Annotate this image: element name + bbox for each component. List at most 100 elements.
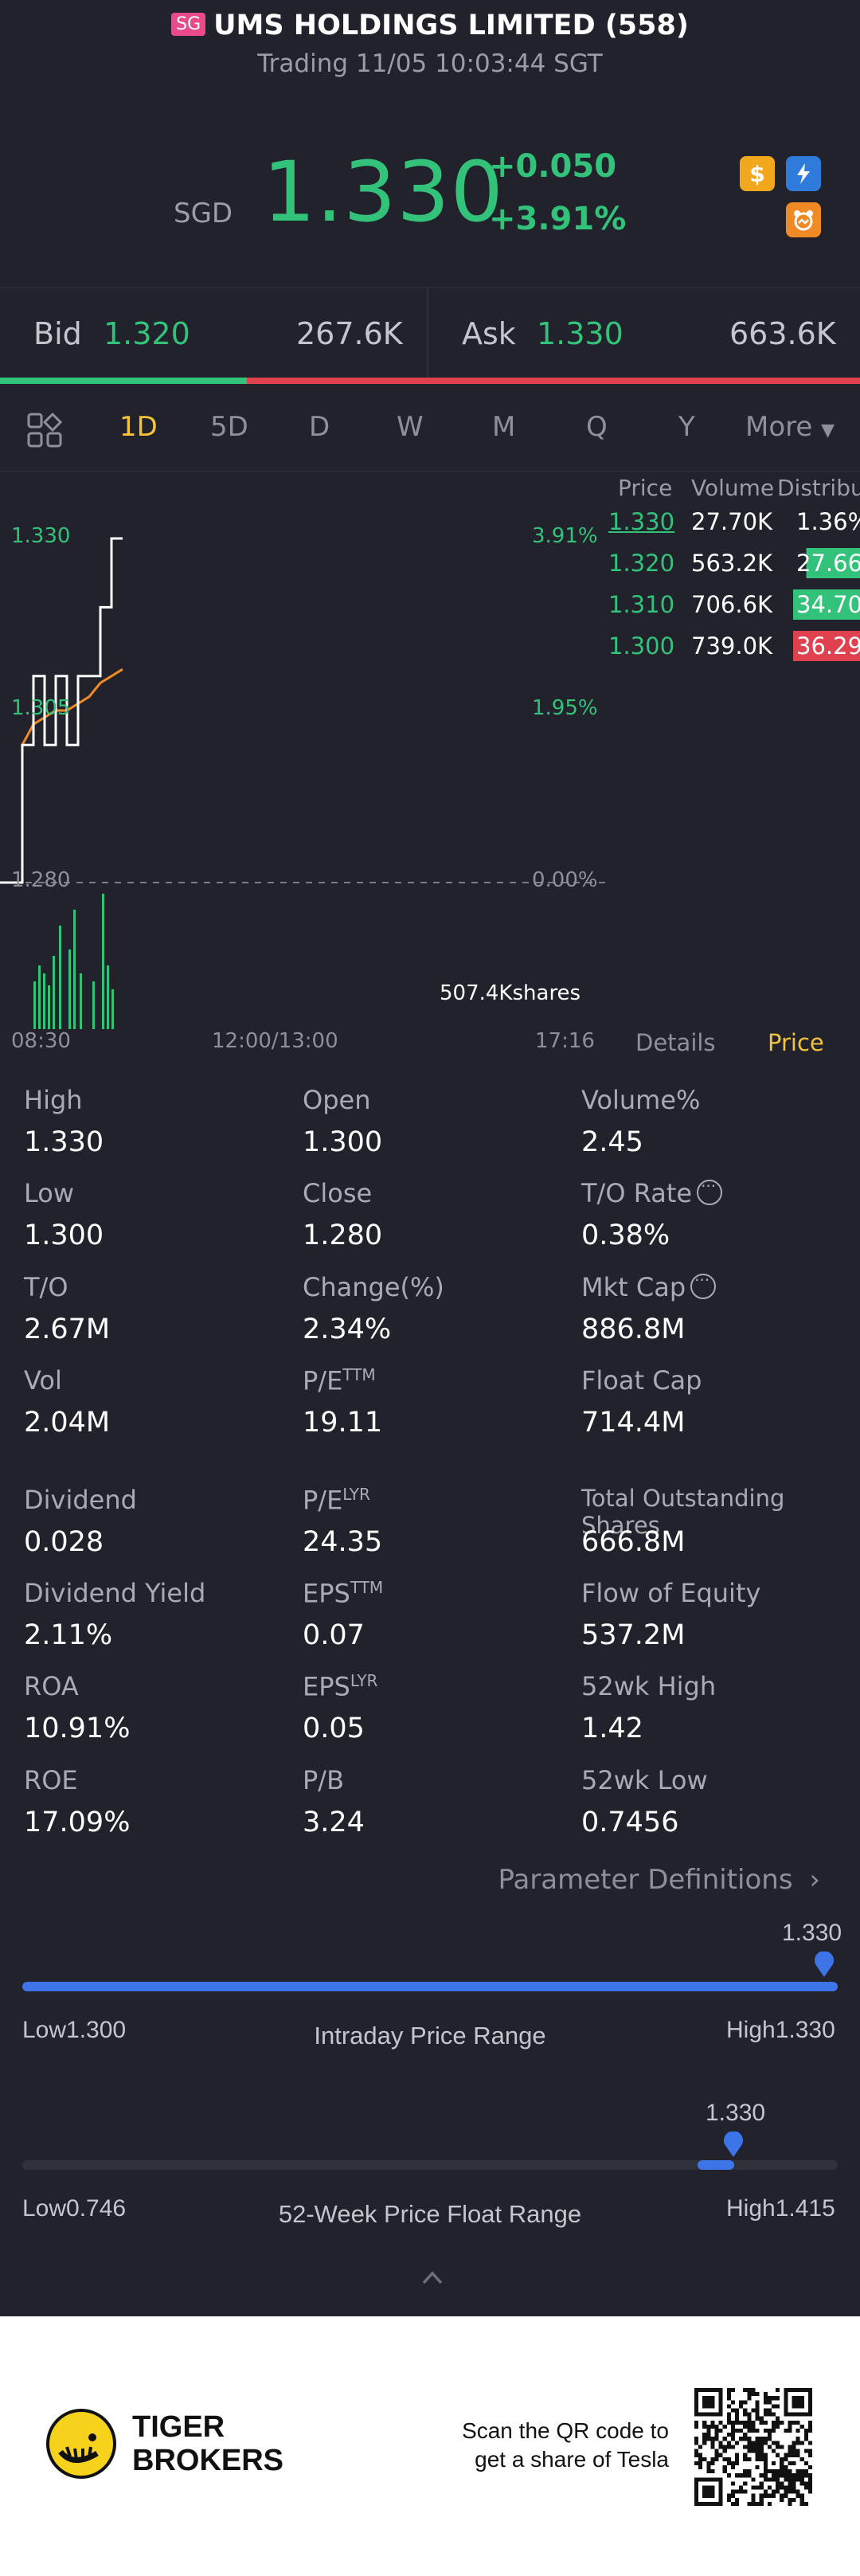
bid-price: 1.320 (104, 316, 190, 351)
price-toggle[interactable]: Price (768, 1029, 824, 1056)
stat-value-flow-equity: 537.2M (581, 1619, 686, 1651)
avg-price-line (21, 667, 123, 746)
stat-sup-ttm: TTM (350, 1578, 384, 1597)
intraday-low: Low1.300 (22, 2017, 127, 2043)
stat-label-high: High (24, 1085, 83, 1115)
ask-ratio-bar (247, 378, 860, 384)
intraday-marker-icon (815, 1952, 834, 1977)
volume-bar (92, 981, 95, 1029)
layout-grid-icon[interactable] (27, 413, 62, 448)
stat-label-float-cap: Float Cap (581, 1365, 702, 1396)
stat-label-pb: P/B (303, 1765, 345, 1795)
parameter-definitions-link[interactable]: Parameter Definitions › (498, 1864, 820, 1896)
tab-m[interactable]: M (492, 411, 516, 443)
bid-ask-panel: Bid 1.320 267.6K Ask 1.330 663.6K (0, 287, 860, 380)
stat-value-roe: 17.09% (24, 1807, 131, 1838)
stat-label-to: T/O (24, 1272, 68, 1302)
distrib-row: 1.300 739.0K 36.29% (605, 628, 860, 664)
distrib-volume: 706.6K (691, 591, 773, 618)
chevron-up-icon[interactable] (422, 2270, 443, 2284)
ask-label: Ask (462, 316, 516, 351)
y-left-mid: 1.305 (11, 696, 71, 720)
intraday-high: High1.330 (726, 2017, 835, 2043)
stat-label-dividend: Dividend (24, 1485, 137, 1515)
y-left-top: 1.330 (11, 524, 71, 548)
week52-high: High1.415 (726, 2195, 835, 2222)
distrib-price: 1.300 (608, 632, 675, 660)
tab-q[interactable]: Q (586, 411, 608, 443)
stat-label-pe-ttm-text: P/E (303, 1365, 343, 1396)
stat-label-outstanding: Total Outstanding Shares (581, 1485, 785, 1539)
market-badge: SG (171, 13, 206, 36)
bid-ratio-bar (0, 378, 247, 384)
stat-value-float-cap: 714.4M (581, 1407, 686, 1439)
week52-track (22, 2160, 838, 2170)
distrib-header-volume: Volume (691, 475, 775, 501)
tab-y[interactable]: Y (678, 411, 695, 443)
intraday-chart[interactable]: 1.330 1.305 1.280 3.91% 1.95% 0.00% 507.… (0, 472, 605, 1045)
tab-5d[interactable]: 5D (210, 411, 248, 443)
volume-bar (53, 956, 55, 1029)
stat-label-eps-ttm-text: EPS (303, 1578, 350, 1609)
volume-bar (107, 965, 109, 1029)
distrib-row: 1.310 706.6K 34.70% (605, 586, 860, 623)
distrib-price: 1.310 (608, 591, 675, 618)
volume-bar (68, 949, 71, 1029)
stat-value-eps-lyr: 0.05 (303, 1713, 365, 1744)
y-right-mid: 1.95% (532, 696, 598, 720)
scan-text-line1: Scan the QR code to (462, 2418, 669, 2443)
volume-bar (73, 910, 76, 1029)
stat-value-outstanding: 666.8M (581, 1526, 686, 1558)
y-right-top: 3.91% (532, 524, 598, 548)
stat-label-eps-lyr: EPSLYR (303, 1671, 377, 1702)
flash-icon[interactable] (786, 156, 821, 191)
tab-more[interactable]: More ▼ (745, 411, 835, 443)
stat-value-dividend: 0.028 (24, 1526, 104, 1558)
stat-value-dividend-yield: 2.11% (24, 1619, 113, 1651)
stat-label-pe-lyr-text: P/E (303, 1485, 343, 1516)
period-tabs: 1D 5D D W M Q Y More ▼ (0, 384, 860, 472)
volume-bar (43, 973, 45, 1029)
price-distribution-table: Price Volume Distribu 1.330 27.70K 1.36%… (605, 472, 860, 679)
info-icon[interactable] (690, 1270, 717, 1299)
bid-volume: 267.6K (296, 316, 403, 351)
qr-code[interactable] (694, 2388, 812, 2506)
brand-name-line2: BROKERS (132, 2444, 284, 2477)
stat-value-52wk-low: 0.7456 (581, 1807, 679, 1838)
stat-sup-lyr: LYR (342, 1485, 370, 1504)
stat-label-flow-equity: Flow of Equity (581, 1578, 761, 1608)
dollar-icon[interactable]: $ (740, 156, 775, 191)
stat-value-to: 2.67M (24, 1313, 111, 1345)
stat-label-open: Open (303, 1085, 371, 1115)
stat-label-volume-pct: Volume% (581, 1085, 701, 1115)
last-price: 1.330 (263, 143, 504, 241)
stat-label-pe-ttm: P/ETTM (303, 1365, 376, 1396)
stat-value-52wk-high: 1.42 (581, 1713, 643, 1744)
stock-title[interactable]: UMS HOLDINGS LIMITED (558) (213, 10, 689, 41)
tab-1d[interactable]: 1D (119, 411, 158, 443)
volume-bar (111, 989, 114, 1029)
details-toggle[interactable]: Details (635, 1029, 716, 1056)
volume-total-label: 507.4Kshares (440, 981, 581, 1005)
distrib-pct: 34.70% (793, 589, 860, 620)
bear-icon[interactable] (786, 202, 821, 237)
volume-bar (38, 965, 41, 1029)
week52-marker-value: 1.330 (706, 2100, 766, 2126)
stat-label-change: Change(%) (303, 1272, 444, 1302)
stat-label-to-rate: T/O Rate (581, 1176, 723, 1208)
stat-value-close: 1.280 (303, 1219, 383, 1251)
distrib-pct: 36.29% (793, 631, 860, 661)
ask-price: 1.330 (537, 316, 624, 351)
info-icon[interactable] (697, 1176, 723, 1205)
stat-value-to-rate: 0.38% (581, 1219, 670, 1251)
stat-label-pe-lyr: P/ELYR (303, 1485, 370, 1516)
stat-label-close: Close (303, 1178, 373, 1208)
tab-w[interactable]: W (397, 411, 424, 443)
price-change-percent: +3.91% (489, 201, 627, 237)
distrib-volume: 27.70K (691, 508, 773, 535)
x-label-open: 08:30 (11, 1029, 71, 1053)
stat-value-low: 1.300 (24, 1219, 104, 1251)
volume-bar (80, 973, 82, 1029)
bid-ask-divider (427, 288, 428, 380)
tab-d[interactable]: D (309, 411, 330, 443)
